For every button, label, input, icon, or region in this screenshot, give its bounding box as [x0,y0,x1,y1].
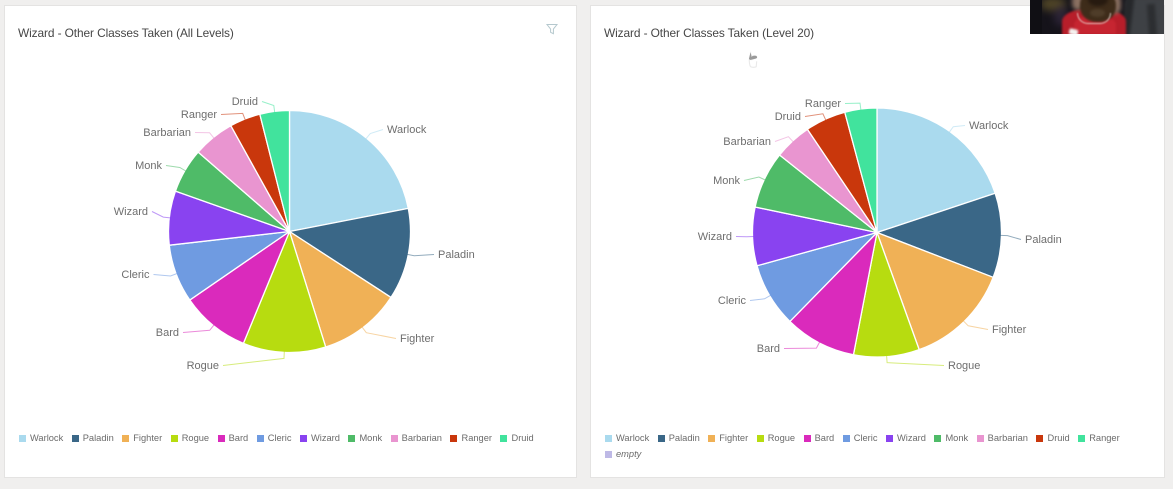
svg-text:Cleric: Cleric [718,295,747,307]
svg-text:Paladin: Paladin [1025,234,1062,246]
svg-text:Druid: Druid [775,111,801,123]
svg-text:Ranger: Ranger [805,98,841,110]
svg-text:Ranger: Ranger [181,109,217,121]
svg-text:Bard: Bard [757,343,780,355]
svg-text:Wizard: Wizard [698,231,732,243]
svg-text:Monk: Monk [135,160,162,172]
svg-text:Rogue: Rogue [187,360,219,372]
svg-text:Monk: Monk [713,175,740,187]
svg-text:Barbarian: Barbarian [723,136,771,148]
svg-text:Fighter: Fighter [400,333,435,345]
svg-text:Paladin: Paladin [438,249,475,261]
svg-text:Rogue: Rogue [948,360,980,372]
svg-text:Cleric: Cleric [121,269,150,281]
svg-text:Druid: Druid [232,96,258,108]
svg-text:Warlock: Warlock [387,124,427,136]
svg-text:Wizard: Wizard [114,206,148,218]
svg-text:Bard: Bard [156,327,179,339]
svg-text:Warlock: Warlock [969,120,1009,132]
svg-text:Barbarian: Barbarian [143,127,191,139]
svg-text:Fighter: Fighter [992,324,1027,336]
